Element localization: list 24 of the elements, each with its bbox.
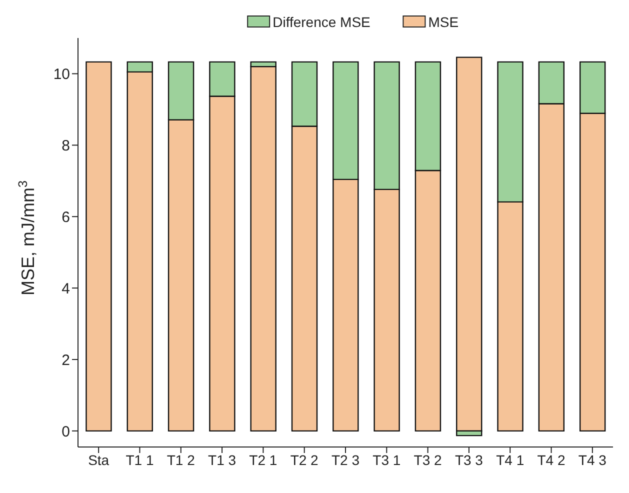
x-tick-label: T2 1 — [249, 452, 278, 468]
x-tick-label: T4 3 — [578, 452, 607, 468]
y-tick-label: 6 — [62, 208, 70, 226]
x-tick-label: T3 2 — [414, 452, 442, 468]
series-label: MSE — [428, 14, 459, 30]
y-tick-label: 2 — [62, 352, 70, 369]
bar — [456, 56, 482, 432]
x-tick-label: T3 3 — [454, 452, 484, 468]
x-tick-label: T1 1 — [126, 452, 154, 468]
x-tick-label: Sta — [88, 452, 110, 468]
x-tick-label: T1 2 — [166, 452, 196, 468]
y-tick-label: 8 — [62, 137, 70, 154]
y-tick-label: 10 — [53, 66, 70, 84]
bar — [250, 66, 276, 432]
y-tick-label: 0 — [62, 423, 70, 440]
y-tick-label: 4 — [62, 280, 70, 298]
legend-label: Difference MSE — [272, 14, 370, 30]
x-tick-label: T1 3 — [208, 452, 236, 468]
x-tick-label: T3 1 — [372, 452, 401, 468]
x-tick-label: T4 2 — [537, 452, 566, 468]
bar — [86, 61, 112, 432]
x-tick-label: T4 1 — [496, 452, 524, 468]
x-tick-label: T2 3 — [331, 452, 360, 468]
x-tick-label: T2 2 — [290, 452, 319, 468]
